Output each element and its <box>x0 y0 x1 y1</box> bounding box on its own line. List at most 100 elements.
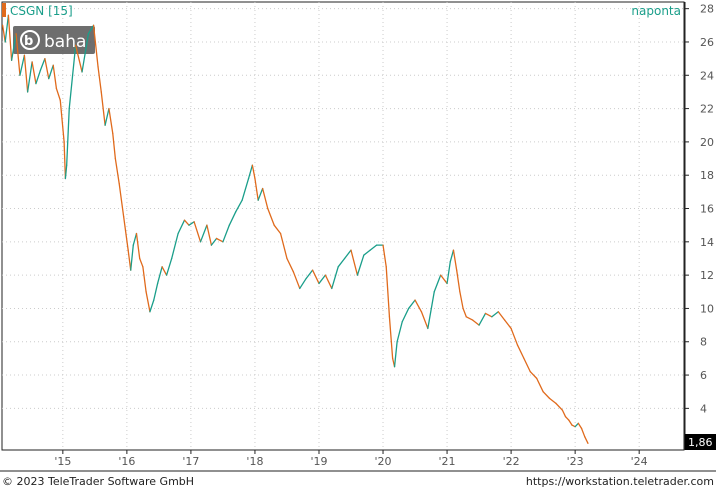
price-segment <box>337 257 346 268</box>
price-segment <box>123 216 129 251</box>
price-segment <box>161 266 168 276</box>
price-segment <box>305 269 314 280</box>
price-segment <box>286 257 295 273</box>
price-segment <box>183 219 190 226</box>
y-tick-label: 20 <box>700 136 714 149</box>
price-segment <box>580 427 586 438</box>
price-segment <box>26 61 33 93</box>
price-segment <box>584 436 589 444</box>
price-segment <box>59 99 65 143</box>
price-segment <box>177 219 186 235</box>
source-url[interactable]: https://workstation.teletrader.com <box>526 475 714 488</box>
price-segment <box>462 307 467 318</box>
price-segment <box>7 14 13 61</box>
price-segment <box>267 207 275 226</box>
price-segment <box>523 357 531 373</box>
last-price-badge: 1,86 <box>685 434 716 450</box>
y-tick-label: 16 <box>700 203 714 216</box>
price-segment <box>279 232 288 260</box>
price-segment <box>4 14 10 43</box>
price-segment <box>548 397 557 405</box>
price-segment <box>396 321 403 343</box>
price-segment <box>188 221 195 226</box>
price-segment <box>388 316 394 360</box>
price-segment <box>564 416 570 421</box>
price-segment <box>251 164 256 180</box>
price-segment <box>385 266 391 318</box>
y-tick-label: 26 <box>700 36 714 49</box>
price-segment <box>577 422 583 429</box>
price-segment <box>64 164 68 180</box>
x-tick-label: '20 <box>375 455 392 468</box>
y-tick-label: 22 <box>700 103 714 116</box>
x-tick-label: '19 <box>310 455 327 468</box>
price-segment <box>35 69 42 85</box>
price-segment <box>516 344 525 360</box>
price-segment <box>472 319 480 326</box>
price-segment <box>39 57 46 71</box>
price-segment <box>92 24 99 68</box>
price-segment <box>356 254 365 276</box>
price-segment <box>484 312 493 318</box>
price-segment <box>66 107 70 166</box>
x-tick-label: '16 <box>118 455 135 468</box>
price-segment <box>149 299 155 313</box>
price-segment <box>350 249 359 276</box>
y-axis: 4 6 8 10 12 14 16 18 20 22 24 26 28 <box>684 2 714 450</box>
price-segment <box>504 319 512 330</box>
price-segment <box>363 249 371 256</box>
y-tick-label: 4 <box>700 402 707 415</box>
baha-logo: b baha <box>13 26 95 54</box>
price-segment <box>261 187 269 210</box>
x-tick-label: '17 <box>182 455 199 468</box>
price-segment <box>100 91 106 126</box>
price-segment <box>478 312 487 326</box>
price-segment <box>210 237 218 246</box>
x-tick-label: '23 <box>567 455 584 468</box>
price-segment <box>81 32 90 73</box>
price-segment <box>1 24 6 43</box>
x-tick-label: '24 <box>631 455 648 468</box>
price-segment <box>19 54 26 76</box>
price-segment <box>142 266 147 293</box>
price-segment <box>139 257 144 268</box>
price-segment <box>568 419 573 426</box>
interval-label: naponta <box>631 4 681 18</box>
price-segment <box>510 327 519 346</box>
price-segment <box>23 54 29 93</box>
price-segment <box>393 341 398 368</box>
price-segment <box>215 237 224 243</box>
x-tick-label: '18 <box>246 455 263 468</box>
y-tick-label: 24 <box>700 69 714 82</box>
price-series <box>1 14 589 444</box>
price-segment <box>529 371 538 380</box>
title-marker <box>2 3 6 17</box>
price-segment <box>132 232 138 246</box>
price-segment <box>407 299 416 310</box>
x-tick-label: '22 <box>503 455 520 468</box>
price-segment <box>112 132 116 160</box>
price-segment <box>555 402 563 411</box>
price-segment <box>257 187 264 201</box>
price-segment <box>427 291 435 330</box>
y-tick-label: 8 <box>700 336 707 349</box>
y-tick-label: 6 <box>700 369 707 382</box>
price-segment <box>561 409 567 418</box>
price-segment <box>63 141 67 180</box>
price-segment <box>156 266 163 285</box>
last-price-value: 1,86 <box>688 436 713 449</box>
svg-text:b: b <box>24 34 33 49</box>
price-segment <box>235 199 243 213</box>
price-segment <box>222 224 230 243</box>
x-tick-label: '21 <box>439 455 456 468</box>
price-segment <box>74 44 83 73</box>
price-segment <box>48 64 54 80</box>
x-tick-label: '15 <box>54 455 71 468</box>
y-tick-label: 12 <box>700 269 714 282</box>
price-segment <box>292 271 301 290</box>
price-segment <box>446 261 451 285</box>
price-segment <box>420 311 429 330</box>
price-segment <box>542 391 551 400</box>
price-segment <box>127 249 132 271</box>
